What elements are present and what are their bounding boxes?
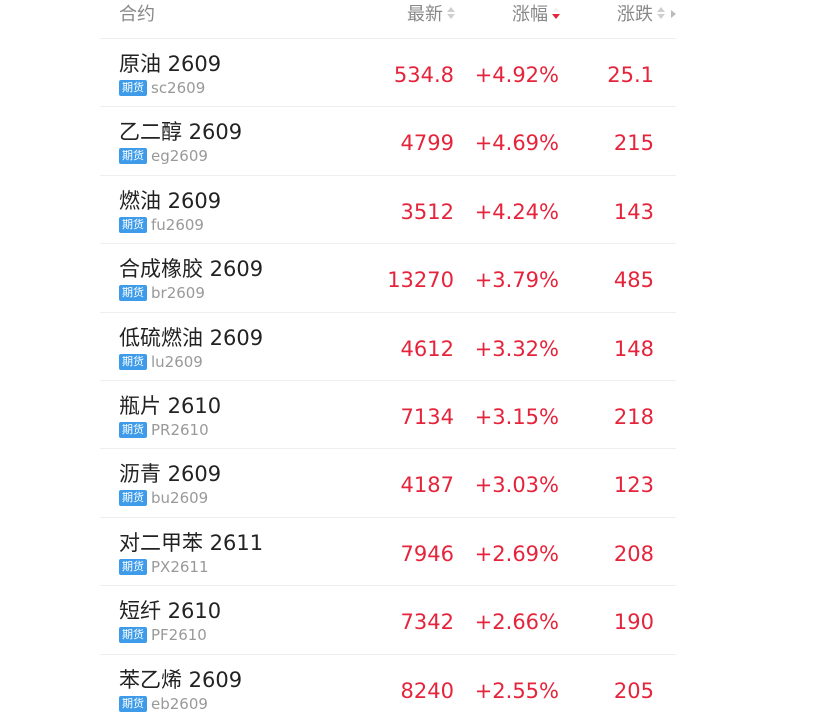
change-pct: +4.24% (474, 199, 559, 224)
futures-tag: 期货 (119, 80, 147, 96)
change-value: 148 (613, 336, 654, 361)
contract-code: PX2611 (151, 557, 209, 576)
latest-price: 4799 (400, 131, 454, 156)
header-change-pct-label: 涨幅 (512, 4, 548, 25)
futures-tag: 期货 (119, 285, 147, 302)
table-row[interactable]: 瓶片 2610 期货 PR2610 7134 +3.15% 218 (100, 381, 676, 450)
contract-code: eg2609 (151, 147, 208, 166)
sort-icon (447, 7, 456, 19)
futures-tag: 期货 (119, 353, 147, 370)
contract-sub: 期货 fu2609 (119, 215, 204, 234)
contract-name: 原油 2609 (119, 52, 222, 76)
latest-price: 3512 (400, 199, 454, 224)
latest-price: 7134 (400, 404, 454, 429)
sort-desc-icon (552, 7, 561, 19)
change-pct: +3.15% (474, 404, 559, 429)
contract-name: 乙二醇 2609 (119, 120, 243, 145)
contract-name: 对二甲苯 2611 (119, 530, 264, 555)
change-pct: +3.32% (474, 336, 559, 361)
contract-sub: 期货 br2609 (119, 284, 205, 303)
change-pct: +2.55% (474, 678, 559, 703)
change-value: 205 (613, 678, 654, 703)
latest-price: 8240 (400, 678, 454, 703)
table-row[interactable]: 合成橡胶 2609 期货 br2609 13270 +3.79% 485 (100, 244, 676, 313)
change-value: 123 (613, 473, 654, 498)
contract-name: 苯乙烯 2609 (119, 667, 243, 692)
latest-price: 534.8 (393, 63, 454, 87)
contract-sub: 期货 PR2610 (119, 420, 209, 439)
change-pct: +2.69% (474, 541, 559, 566)
contract-code: fu2609 (151, 215, 204, 234)
header-change-pct-sort-button[interactable]: 涨幅 (512, 4, 561, 26)
sort-icon (657, 7, 666, 19)
table-row[interactable]: 苯乙烯 2609 期货 eb2609 8240 +2.55% 205 (100, 655, 676, 723)
change-pct: +4.92% (474, 63, 559, 87)
futures-tag: 期货 (119, 216, 147, 233)
contract-name: 瓶片 2610 (119, 393, 222, 418)
header-change-label: 涨跌 (617, 4, 653, 25)
latest-price: 7342 (400, 610, 454, 635)
change-value: 208 (613, 541, 654, 566)
latest-price: 4612 (400, 336, 454, 361)
header-contract: 合约 (119, 4, 155, 25)
contract-name: 低硫燃油 2609 (119, 325, 264, 350)
contract-sub: 期货 eb2609 (119, 694, 208, 713)
table-row[interactable]: 低硫燃油 2609 期货 lu2609 4612 +3.32% 148 (100, 313, 676, 381)
change-value: 25.1 (607, 63, 654, 87)
change-value: 218 (613, 404, 654, 429)
table-row[interactable]: 对二甲苯 2611 期货 PX2611 7946 +2.69% 208 (100, 518, 676, 587)
header-latest-label: 最新 (407, 4, 443, 25)
change-pct: +3.79% (474, 268, 559, 293)
contract-sub: 期货 bu2609 (119, 489, 209, 508)
table-row[interactable]: 沥青 2609 期货 bu2609 4187 +3.03% 123 (100, 449, 676, 518)
contract-code: sc2609 (151, 79, 206, 97)
contract-code: eb2609 (151, 694, 208, 713)
contract-sub: 期货 lu2609 (119, 352, 203, 371)
header-latest-sort-button[interactable]: 最新 (407, 4, 456, 26)
contract-code: lu2609 (151, 352, 203, 371)
contract-name: 短纤 2610 (119, 599, 222, 624)
latest-price: 13270 (387, 268, 454, 293)
futures-tag: 期货 (119, 490, 147, 507)
futures-tag: 期货 (119, 695, 147, 712)
change-pct: +3.03% (474, 473, 559, 498)
contract-sub: 期货 eg2609 (119, 147, 208, 166)
change-value: 485 (613, 268, 654, 293)
futures-tag: 期货 (119, 148, 147, 165)
change-value: 143 (613, 199, 654, 224)
futures-tag: 期货 (119, 558, 147, 575)
table-row[interactable]: 原油 2609 期货 sc2609 534.8 +4.92% 25.1 (100, 39, 676, 108)
table-body: 原油 2609 期货 sc2609 534.8 +4.92% 25.1 乙二醇 2… (100, 39, 676, 723)
contract-name: 燃油 2609 (119, 188, 222, 213)
latest-price: 7946 (400, 541, 454, 566)
table-row[interactable]: 短纤 2610 期货 PF2610 7342 +2.66% 190 (100, 586, 676, 655)
table-row[interactable]: 乙二醇 2609 期货 eg2609 4799 +4.69% 215 (100, 107, 676, 176)
contract-code: br2609 (151, 284, 205, 303)
latest-price: 4187 (400, 473, 454, 498)
change-pct: +2.66% (474, 610, 559, 635)
header-change-sort-button[interactable]: 涨跌 (617, 4, 666, 26)
change-value: 215 (613, 131, 654, 156)
contract-code: bu2609 (151, 489, 209, 508)
contract-sub: 期货 sc2609 (119, 80, 205, 96)
contract-name: 合成橡胶 2609 (119, 257, 264, 282)
contract-code: PF2610 (151, 626, 207, 645)
table-header: 合约 最新 涨幅 涨跌 (100, 0, 676, 39)
contract-sub: 期货 PX2611 (119, 557, 209, 576)
change-value: 190 (613, 610, 654, 635)
futures-tag: 期货 (119, 627, 147, 644)
change-pct: +4.69% (474, 131, 559, 156)
table-row[interactable]: 燃油 2609 期货 fu2609 3512 +4.24% 143 (100, 176, 676, 245)
contract-name: 沥青 2609 (119, 462, 222, 487)
futures-tag: 期货 (119, 421, 147, 438)
contract-sub: 期货 PF2610 (119, 626, 207, 645)
scroll-right-arrow-icon[interactable] (671, 10, 676, 18)
quote-table: 合约 最新 涨幅 涨跌 原油 2609 期货 sc2609 534.8 +4.92… (100, 0, 676, 723)
contract-code: PR2610 (151, 420, 209, 439)
